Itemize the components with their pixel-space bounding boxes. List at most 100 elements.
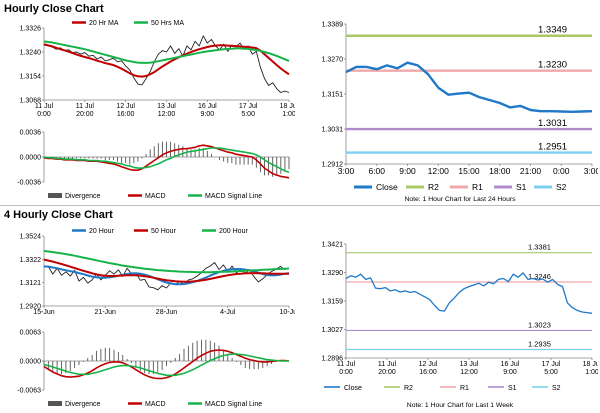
c-hourly-ma-x-tick: 17 Jul 5:00 <box>239 103 258 118</box>
level-r1-label: 1.3246 <box>528 272 551 281</box>
c-hourly-levels-x-tick: 3:00 <box>338 166 355 176</box>
legend-r2-label: R2 <box>404 385 413 392</box>
c-hourly-levels-y-tick: 1.2912 <box>322 162 344 169</box>
level-r1-label: 1.3230 <box>538 60 567 71</box>
price-series <box>43 262 290 291</box>
price-series <box>43 35 290 93</box>
hour50-series <box>43 258 290 283</box>
level-s2-label: 1.2951 <box>538 142 567 153</box>
close-series <box>345 272 593 314</box>
c-hourly-levels-y-tick: 1.3151 <box>322 92 344 99</box>
legend-s1-label: S1 <box>508 385 517 392</box>
hourly-close-levels-chart: 1.3389 1.3270 1.3151 1.3031 1.2912 1.3349 1.32… <box>302 16 598 204</box>
legend-ma20-label: 20 Hr MA <box>89 20 119 27</box>
macd-signal-series <box>43 147 290 174</box>
chart-note: Note: 1 Hour Chart for Last 24 Hours <box>404 196 516 203</box>
c-hourly-ma-x-tick: 11 Jul 20:00 <box>76 103 95 118</box>
c-hourly-ma-x-tick: 13 Jul 12:00 <box>157 103 176 118</box>
legend-hour50-label: 50 Hour <box>151 228 177 235</box>
c-hourly-macd-y-tick: 0.0000 <box>20 155 42 162</box>
c-hourly-levels-x-tick: 21:00 <box>520 166 542 176</box>
c-4h-ma-y-tick: 1.2920 <box>20 304 42 311</box>
c-hourly-ma-y-tick: 1.3068 <box>20 98 42 105</box>
c-hourly-levels-x-tick: 12:00 <box>428 166 450 176</box>
four-hour-macd-chart: 0.0063 0.0000 -0.0063 Divergence MACD MACD Si… <box>2 324 295 412</box>
legend-r1-label: R1 <box>460 385 469 392</box>
level-s1-label: 1.3031 <box>538 118 567 129</box>
c-4h-levels-x-tick: 12 Jul 16:00 <box>419 361 438 376</box>
legend-macd-label: MACD <box>145 193 166 200</box>
c-4h-levels-x-tick: 17 Jul 5:00 <box>542 361 561 376</box>
c-4h-ma-x-tick: 15-Jun <box>33 309 55 316</box>
level-s2-label: 1.2935 <box>528 340 551 349</box>
c-4h-levels-x-tick: 16 Jul 9:00 <box>501 361 520 376</box>
c-4h-macd-y-tick: -0.0063 <box>17 388 41 395</box>
ma50-series <box>43 40 290 64</box>
legend-s2-label: S2 <box>552 385 561 392</box>
legend-r1-label: R1 <box>472 182 483 192</box>
legend-ma50-label: 50 Hrs MA <box>151 20 184 27</box>
legend-r2-label: R2 <box>428 182 439 192</box>
c-hourly-levels-x-tick: 3:00 <box>584 166 598 176</box>
c-hourly-levels-x-tick: 6:00 <box>368 166 385 176</box>
c-hourly-levels-y-tick: 1.3389 <box>322 22 344 29</box>
c-hourly-ma-x-tick: 16 Jul 9:00 <box>198 103 217 118</box>
legend-divergence-swatch <box>48 193 62 198</box>
hourly-ma-chart: 20 Hr MA 50 Hrs MA 1.3326 1.3240 1.3154 1.306… <box>2 16 295 122</box>
legend-divergence-label: Divergence <box>65 401 101 408</box>
c-4h-levels-y-tick: 1.3159 <box>322 299 344 306</box>
c-4h-macd-y-tick: 0.0063 <box>20 330 42 337</box>
c-4h-ma-x-tick: 21-Jun <box>95 309 117 316</box>
hour200-series <box>43 250 290 274</box>
chart-note: Note: 1 Hour Chart for Last 1 Week <box>407 402 514 409</box>
c-hourly-ma-x-tick: 11 Jul 0:00 <box>35 103 54 118</box>
c-4h-levels-y-tick: 1.2896 <box>322 356 344 363</box>
c-4h-levels-x-tick: 11 Jul 20:00 <box>378 361 397 376</box>
c-hourly-ma-x-tick: 12 Jul 16:00 <box>116 103 135 118</box>
four-hourly-chart-title: 4 Hourly Close Chart <box>4 209 113 221</box>
c-4h-levels-x-tick: 13 Jul 12:00 <box>460 361 479 376</box>
c-hourly-levels-x-tick: 9:00 <box>399 166 416 176</box>
c-4h-macd-y-tick: 0.0000 <box>20 359 42 366</box>
c-4h-levels-y-tick: 1.3421 <box>322 242 344 249</box>
legend-macd-label: MACD <box>145 401 166 408</box>
c-hourly-macd-y-tick: -0.0036 <box>17 180 41 187</box>
c-4h-levels-y-tick: 1.3290 <box>322 270 344 277</box>
legend-close-label: Close <box>376 182 398 192</box>
c-hourly-ma-y-tick: 1.3154 <box>20 74 42 81</box>
legend-divergence-swatch <box>48 401 62 406</box>
legend-macd-signal-label: MACD Signal Line <box>205 401 262 408</box>
legend-hour200-label: 200 Hour <box>219 228 248 235</box>
hourly-chart-title: Hourly Close Chart <box>4 3 104 15</box>
c-hourly-ma-y-tick: 1.3240 <box>20 50 42 57</box>
macd-signal-series <box>43 353 289 377</box>
c-hourly-levels-y-tick: 1.3270 <box>322 57 344 64</box>
c-hourly-levels-y-tick: 1.3031 <box>322 127 344 134</box>
section-divider <box>0 205 600 206</box>
c-hourly-macd-y-tick: 0.0036 <box>20 130 42 137</box>
legend-divergence-label: Divergence <box>65 193 101 200</box>
ma20-series <box>43 43 290 78</box>
c-hourly-levels-x-tick: 15:00 <box>458 166 480 176</box>
c-4h-levels-y-tick: 1.3027 <box>322 327 344 334</box>
level-s1-label: 1.3023 <box>528 320 551 329</box>
legend-macd-signal-label: MACD Signal Line <box>205 193 262 200</box>
c-4h-ma-y-tick: 1.3322 <box>20 257 42 264</box>
c-4h-ma-y-tick: 1.3121 <box>20 280 42 287</box>
legend-hour20-label: 20 Hour <box>89 228 115 235</box>
level-r2-label: 1.3349 <box>538 25 567 36</box>
legend-close-label: Close <box>344 385 362 392</box>
c-4h-ma-x-tick: 28-Jun <box>156 309 178 316</box>
hourly-macd-chart: 0.0036 0.0000 -0.0036 Divergence MACD MACD Si… <box>2 124 295 204</box>
c-hourly-levels-x-tick: 18:00 <box>489 166 511 176</box>
c-4h-ma-x-tick: 10-Jul <box>279 309 295 316</box>
four-hour-ma-chart: 20 Hour 50 Hour 200 Hour 1.3524 1.3322 1.3121… <box>2 224 295 322</box>
c-4h-levels-x-tick: 11 Jul 0:00 <box>337 361 356 376</box>
c-hourly-ma-y-tick: 1.3326 <box>20 26 42 33</box>
four-hour-close-levels-chart: 1.3421 1.3290 1.3159 1.3027 1.2896 1.3381 1.32… <box>302 224 598 412</box>
c-4h-ma-y-tick: 1.3524 <box>20 234 42 241</box>
c-4h-ma-x-tick: 4-Jul <box>220 309 236 316</box>
close-series <box>345 61 593 114</box>
